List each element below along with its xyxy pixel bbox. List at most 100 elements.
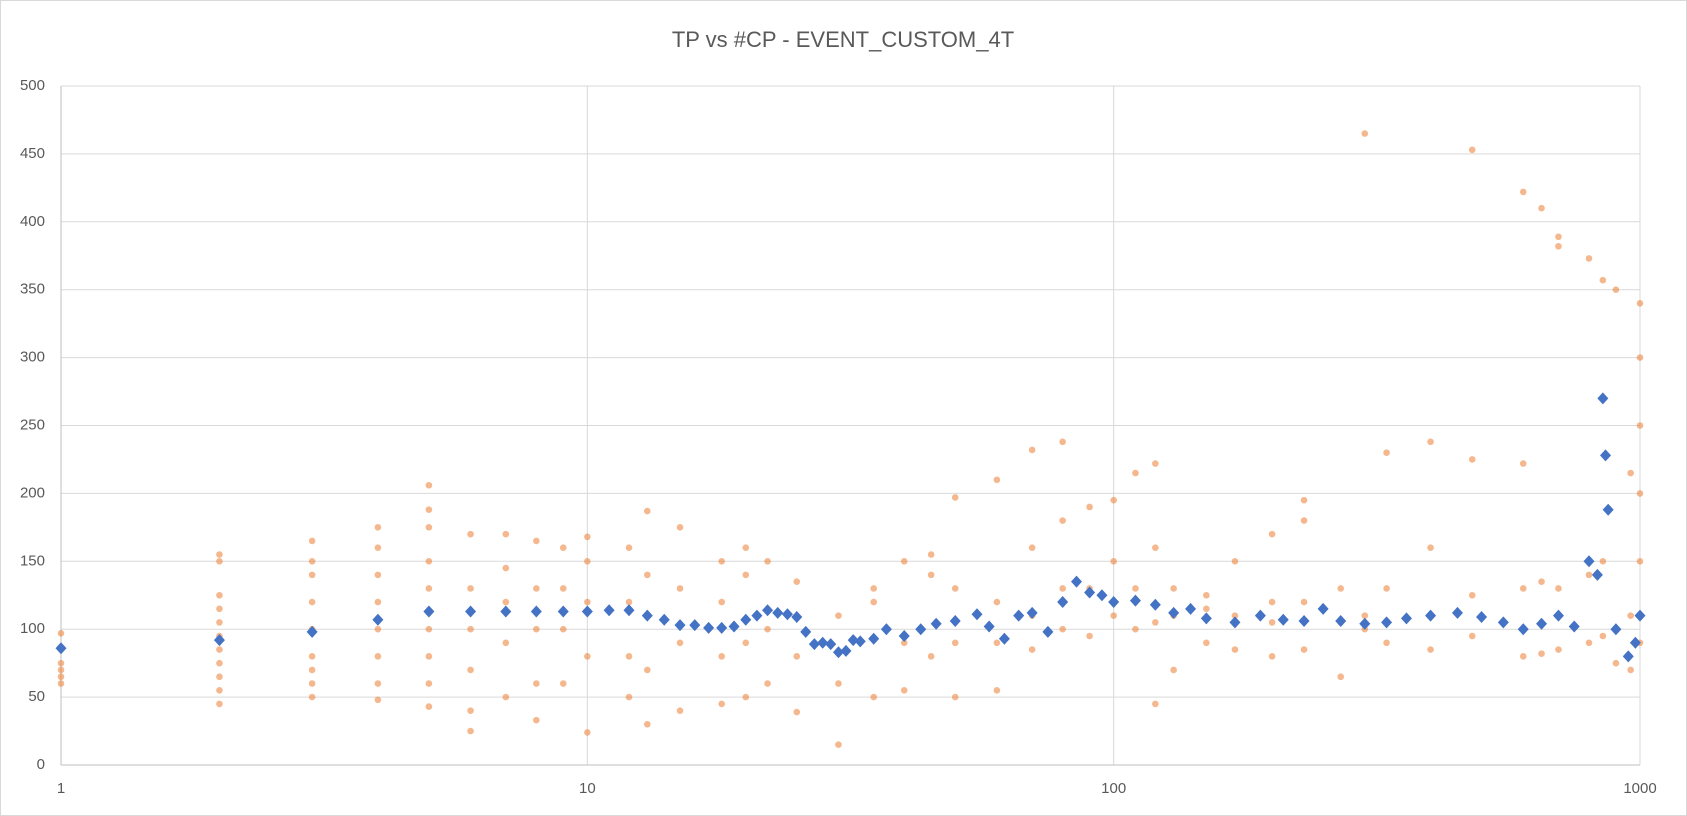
point <box>1300 598 1308 606</box>
point <box>1057 596 1069 609</box>
point <box>308 598 316 606</box>
point <box>1110 496 1117 504</box>
point <box>1132 469 1139 477</box>
point <box>868 632 880 645</box>
point <box>676 585 684 592</box>
point <box>689 619 701 632</box>
point <box>1028 544 1036 552</box>
point <box>1538 650 1545 657</box>
point <box>1602 503 1614 516</box>
point <box>840 644 852 657</box>
point <box>533 680 540 687</box>
point <box>467 530 474 538</box>
point <box>870 598 877 606</box>
point <box>993 639 1001 647</box>
point <box>1568 620 1580 633</box>
point <box>1026 606 1038 619</box>
point <box>998 632 1010 645</box>
point <box>584 729 591 736</box>
point <box>740 613 752 626</box>
point <box>1108 596 1120 609</box>
point <box>1361 612 1369 619</box>
point <box>216 605 223 613</box>
point <box>1555 233 1562 241</box>
point <box>825 638 837 651</box>
point <box>1451 606 1463 619</box>
point <box>772 606 784 619</box>
point <box>1427 544 1434 552</box>
point <box>1425 609 1437 622</box>
point <box>502 564 510 572</box>
point <box>993 476 1001 484</box>
point <box>1203 639 1210 647</box>
point <box>425 585 433 592</box>
point <box>1231 646 1239 653</box>
point <box>1059 585 1066 592</box>
point <box>425 703 433 710</box>
point <box>1059 438 1066 446</box>
point <box>625 544 633 552</box>
point <box>533 537 540 545</box>
point <box>1536 617 1548 630</box>
point <box>870 693 877 701</box>
point <box>308 693 316 701</box>
point <box>1468 591 1476 599</box>
point <box>1254 609 1266 622</box>
point <box>1636 299 1644 307</box>
point <box>1400 612 1412 625</box>
point <box>1468 146 1476 154</box>
point <box>870 585 877 592</box>
point <box>465 605 477 618</box>
point <box>1268 619 1276 626</box>
point <box>57 666 65 674</box>
point <box>502 530 510 538</box>
point <box>1519 188 1527 196</box>
point <box>716 621 728 634</box>
point <box>644 507 651 515</box>
point <box>374 524 382 531</box>
point <box>835 612 842 619</box>
point <box>1096 589 1108 602</box>
point <box>854 635 866 648</box>
point <box>1231 558 1239 565</box>
point <box>425 506 433 513</box>
point <box>625 598 633 606</box>
point <box>1149 598 1161 611</box>
point <box>1152 460 1159 467</box>
point <box>1599 558 1607 565</box>
x-tick-label: 1000 <box>1623 780 1656 797</box>
point <box>1383 449 1390 456</box>
point <box>584 598 591 606</box>
point <box>900 687 908 694</box>
point <box>1612 286 1620 294</box>
point <box>1538 578 1545 585</box>
point <box>1013 609 1025 622</box>
point <box>1468 632 1476 640</box>
y-tick-label: 250 <box>20 416 45 433</box>
point <box>1555 585 1562 592</box>
point <box>1084 586 1096 599</box>
point <box>216 659 223 667</box>
point <box>1383 639 1390 647</box>
point <box>502 639 510 647</box>
point <box>1599 276 1607 284</box>
point <box>764 680 771 687</box>
point <box>1170 585 1177 592</box>
point <box>1583 555 1595 568</box>
point <box>927 571 935 579</box>
point <box>1185 602 1197 615</box>
point <box>791 610 803 623</box>
point <box>308 571 316 579</box>
point <box>213 634 225 647</box>
point <box>1168 606 1180 619</box>
point <box>306 625 318 638</box>
point <box>1538 204 1545 212</box>
point <box>1335 615 1347 628</box>
point <box>559 585 567 592</box>
y-tick-label: 0 <box>37 756 45 773</box>
point <box>742 693 750 701</box>
point <box>1636 422 1644 429</box>
point <box>467 585 474 592</box>
